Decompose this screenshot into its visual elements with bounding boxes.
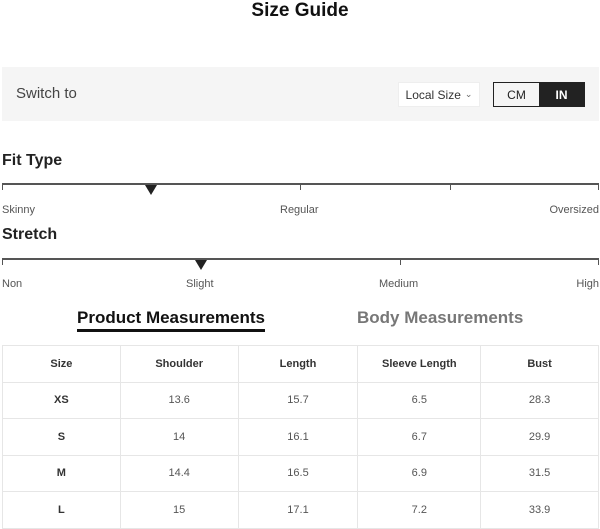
local-size-dropdown[interactable]: Local Size ⌄ bbox=[398, 82, 480, 107]
size-table: Size Shoulder Length Sleeve Length Bust XS 13… bbox=[2, 345, 599, 529]
measurement-cell: 14 bbox=[119, 418, 239, 456]
stretch-label-high: High bbox=[576, 278, 599, 290]
fit-type-marker bbox=[145, 185, 158, 195]
scale-tick bbox=[300, 183, 301, 190]
measurement-cell: 6.5 bbox=[357, 381, 482, 419]
table-row: XS 13.6 15.7 6.5 28.3 bbox=[2, 381, 599, 419]
fit-type-title: Fit Type bbox=[2, 152, 63, 169]
measurement-cell: 29.9 bbox=[480, 418, 599, 456]
fit-type-scale bbox=[2, 183, 599, 195]
measurement-cell: 15.7 bbox=[237, 381, 359, 419]
measurement-cell: 6.9 bbox=[357, 454, 482, 492]
dropdown-label: Local Size bbox=[405, 87, 461, 102]
measurement-cell: 31.5 bbox=[480, 454, 599, 492]
fit-label-regular: Regular bbox=[280, 204, 319, 216]
measurement-cell: 33.9 bbox=[480, 491, 599, 529]
unit-toggle: CM IN bbox=[493, 82, 585, 107]
stretch-title: Stretch bbox=[2, 226, 58, 243]
column-header: Shoulder bbox=[119, 345, 239, 383]
scale-tick bbox=[2, 183, 3, 190]
page-title: Size Guide bbox=[251, 0, 349, 21]
scale-tick bbox=[450, 183, 451, 190]
table-header-row: Size Shoulder Length Sleeve Length Bust bbox=[2, 345, 599, 383]
stretch-marker bbox=[194, 260, 207, 270]
table-row: M 14.4 16.5 6.9 31.5 bbox=[2, 454, 599, 492]
stretch-scale bbox=[2, 258, 599, 270]
scale-tick bbox=[2, 258, 3, 265]
stretch-label-medium: Medium bbox=[379, 278, 419, 290]
scale-tick bbox=[598, 258, 599, 265]
size-cell: L bbox=[2, 491, 121, 529]
column-header: Size bbox=[2, 345, 121, 383]
scale-tick bbox=[400, 258, 401, 265]
measurement-cell: 17.1 bbox=[237, 491, 359, 529]
table-row: S 14 16.1 6.7 29.9 bbox=[2, 418, 599, 456]
measurement-cell: 16.1 bbox=[237, 418, 359, 456]
stretch-label-slight: Slight bbox=[186, 278, 214, 290]
table-row: L 15 17.1 7.2 33.9 bbox=[2, 491, 599, 529]
measurement-cell: 28.3 bbox=[480, 381, 599, 419]
size-cell: M bbox=[2, 454, 121, 492]
fit-label-skinny: Skinny bbox=[2, 204, 36, 216]
measurement-cell: 15 bbox=[119, 491, 239, 529]
fit-label-oversized: Oversized bbox=[549, 204, 599, 216]
unit-switch-bar: Switch to Local Size ⌄ CM IN bbox=[2, 67, 599, 121]
measurement-cell: 16.5 bbox=[237, 454, 359, 492]
measurement-cell: 14.4 bbox=[119, 454, 239, 492]
column-header: Bust bbox=[480, 345, 599, 383]
switch-to-label: Switch to bbox=[16, 85, 77, 102]
tab-product-measurements[interactable]: Product Measurements bbox=[77, 308, 265, 332]
column-header: Sleeve Length bbox=[357, 345, 482, 383]
chevron-down-icon: ⌄ bbox=[464, 89, 473, 99]
measurement-cell: 7.2 bbox=[357, 491, 482, 529]
unit-in-button[interactable]: IN bbox=[539, 83, 584, 106]
unit-cm-button[interactable]: CM bbox=[507, 87, 526, 102]
measurement-cell: 6.7 bbox=[357, 418, 482, 456]
tab-body-measurements[interactable]: Body Measurements bbox=[357, 308, 524, 327]
measurement-cell: 13.6 bbox=[119, 381, 239, 419]
size-cell: S bbox=[2, 418, 121, 456]
size-cell: XS bbox=[2, 381, 121, 419]
stretch-label-non: Non bbox=[2, 278, 23, 290]
scale-tick bbox=[598, 183, 599, 190]
column-header: Length bbox=[237, 345, 359, 383]
